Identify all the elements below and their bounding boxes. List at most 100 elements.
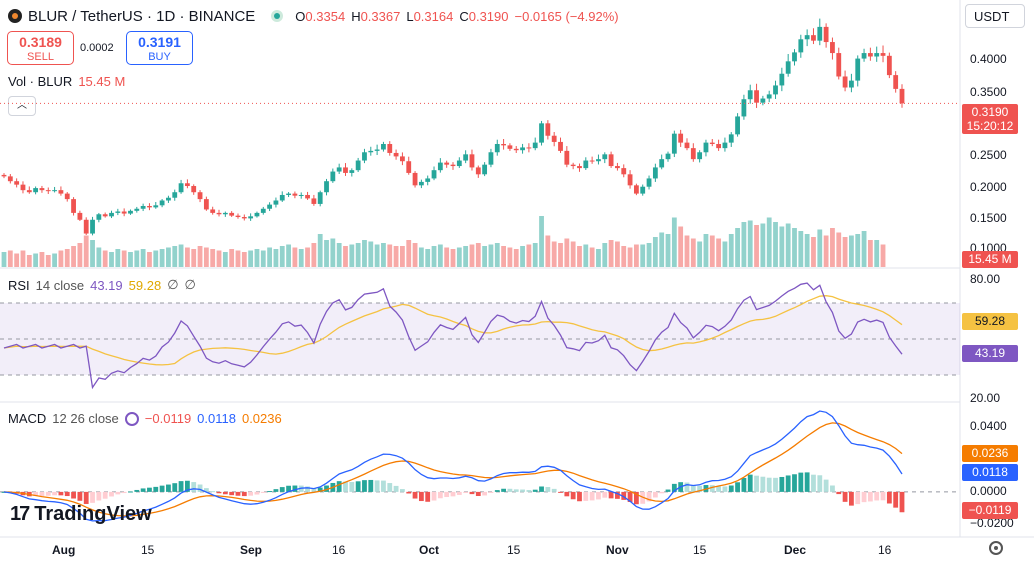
candle-body <box>387 144 393 153</box>
bar-countdown: 15:20:12 <box>966 119 1014 133</box>
macd-histogram-bar <box>842 491 848 502</box>
macd-histogram-bar <box>33 491 39 497</box>
macd-histogram-bar <box>823 479 829 492</box>
volume-bar <box>45 255 51 267</box>
macd-histogram-bar <box>627 491 633 503</box>
macd-histogram-bar <box>45 491 51 496</box>
macd-histogram-bar <box>671 483 677 492</box>
macd-histogram-bar <box>811 474 816 492</box>
macd-params: 12 26 close <box>52 411 119 426</box>
candle-body <box>564 150 570 165</box>
volume-bar <box>830 228 835 267</box>
candle-body <box>191 186 197 193</box>
macd-histogram-bar <box>222 491 228 495</box>
volume-bar <box>178 244 184 267</box>
macd-histogram-bar <box>583 491 589 501</box>
macd-histogram-bar <box>172 483 178 492</box>
ohlc-item: C0.3190 <box>459 9 508 24</box>
volume-bar <box>64 249 70 267</box>
candle-body <box>406 161 412 173</box>
volume-bar <box>760 223 766 267</box>
macd-histogram-bar <box>747 474 753 492</box>
candle-body <box>33 188 39 193</box>
candle-body <box>823 26 829 43</box>
candle-body <box>766 94 772 99</box>
collapse-legend-button[interactable]: ︿ <box>8 96 36 116</box>
candle-body <box>811 35 816 41</box>
volume-bar <box>311 243 317 267</box>
tradingview-logo[interactable]: 17 TradingView <box>10 503 152 526</box>
volume-value: 15.45 M <box>78 74 126 89</box>
macd-histogram-bar <box>849 491 854 506</box>
empty-set-icon: ∅ <box>167 277 179 292</box>
candle-body <box>830 42 835 54</box>
macd-histogram-bar <box>754 475 759 492</box>
volume-bar <box>690 238 696 267</box>
settings-gear-icon[interactable] <box>989 541 1003 555</box>
candle-body <box>229 212 235 216</box>
macd-histogram-bar <box>425 491 431 502</box>
macd-histogram-bar <box>203 488 209 492</box>
volume-bar <box>102 250 108 267</box>
blur-logo-icon <box>8 9 22 23</box>
macd-histogram-bar <box>596 491 601 500</box>
rsi-ma-badge: 59.28 <box>962 313 1018 330</box>
volume-bar <box>248 250 254 267</box>
candle-body <box>71 199 76 213</box>
volume-bar <box>235 250 241 267</box>
volume-bar <box>513 249 519 267</box>
symbol-title[interactable]: BLUR / TetherUS · 1D · BINANCE <box>28 7 256 25</box>
candle-body <box>26 190 32 193</box>
macd-histogram-bar <box>482 491 488 496</box>
sell-button[interactable]: 0.3189 SELL <box>7 31 74 65</box>
volume-bar <box>90 240 95 267</box>
volume-bar <box>633 244 639 267</box>
volume-bar <box>115 249 121 267</box>
macd-histogram-bar <box>400 489 405 492</box>
macd-histogram-bar <box>197 484 203 492</box>
candle-body <box>444 162 450 165</box>
time-axis-label: Oct <box>419 543 440 557</box>
candle-body <box>602 154 608 160</box>
volume-bar <box>39 252 45 267</box>
macd-histogram-bar <box>71 491 76 499</box>
candle-body <box>817 26 823 41</box>
time-axis-label: Nov <box>606 543 629 557</box>
ohlc-value: 0.3190 <box>468 8 509 24</box>
volume-bar <box>153 250 159 267</box>
macd-histogram-bar <box>804 472 810 492</box>
candle-body <box>899 88 905 104</box>
macd-histogram-bar <box>147 487 152 492</box>
candle-body <box>121 211 127 214</box>
macd-histogram-bar <box>735 482 740 492</box>
candle-body <box>539 123 544 143</box>
macd-histogram-bar <box>551 488 557 492</box>
candle-body <box>52 190 57 192</box>
ohlc-key: O <box>295 8 306 24</box>
candle-body <box>886 55 892 76</box>
candle-body <box>842 76 848 88</box>
candle-body <box>216 212 222 215</box>
macd-histogram-bar <box>741 477 747 492</box>
candle-body <box>494 144 500 153</box>
candle-body <box>893 75 899 89</box>
rsi-ma-value: 59.28 <box>128 277 162 293</box>
candle-body <box>652 167 658 179</box>
macd-histogram-bar <box>475 491 481 496</box>
currency-selector[interactable]: USDT <box>965 4 1025 28</box>
macd-histogram-bar <box>665 489 671 492</box>
volume-bar <box>463 246 469 267</box>
volume-bar <box>203 247 209 267</box>
volume-bar <box>494 243 500 267</box>
candle-body <box>305 194 310 199</box>
candle-body <box>140 206 146 209</box>
tradingview-mark-icon: 17 <box>10 503 30 525</box>
candle-body <box>722 142 728 149</box>
buy-button[interactable]: 0.3191 BUY <box>126 31 193 65</box>
candle-body <box>172 192 178 198</box>
volume-bar <box>71 246 76 267</box>
refresh-icon[interactable] <box>124 411 139 426</box>
macd-histogram-bar <box>792 474 797 492</box>
volume-badge: 15.45 M <box>962 251 1018 268</box>
